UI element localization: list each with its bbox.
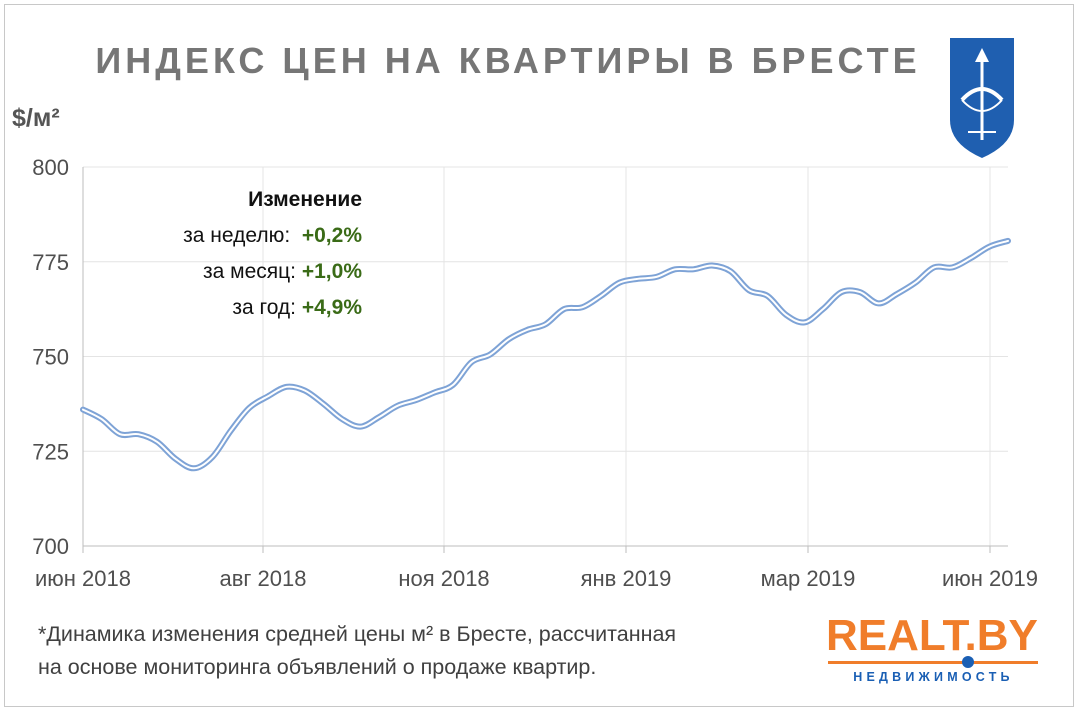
data-point xyxy=(600,294,603,297)
data-point xyxy=(304,389,307,392)
data-point xyxy=(766,294,769,297)
data-point xyxy=(415,399,418,402)
data-point xyxy=(951,266,954,269)
x-tick-label: мар 2019 xyxy=(761,566,856,591)
x-tick-label: ноя 2018 xyxy=(398,566,489,591)
chart-frame xyxy=(4,4,1074,707)
footnote-line-1: *Динамика изменения средней цены м² в Бр… xyxy=(38,622,677,646)
data-point xyxy=(618,281,621,284)
data-point xyxy=(748,289,751,292)
annotation-label: за неделю: xyxy=(183,224,291,247)
logo-subtitle: НЕДВИЖИМОСТЬ xyxy=(853,670,1014,684)
data-point xyxy=(285,385,288,388)
data-point xyxy=(988,245,991,248)
data-point xyxy=(156,440,159,443)
data-point xyxy=(803,321,806,324)
data-point xyxy=(896,293,899,296)
annotation-label: за год: xyxy=(232,296,297,319)
annotation-heading: Изменение xyxy=(248,188,362,211)
annotation-row-week: за неделю: +0,2% xyxy=(118,218,362,254)
data-point xyxy=(174,457,177,460)
data-point xyxy=(674,268,677,271)
logo-wordmark: REALT.BY xyxy=(826,611,1038,660)
change-annotation: Изменение за неделю: +0,2% за месяц: +1,… xyxy=(118,182,362,326)
brest-coat-of-arms-icon xyxy=(950,38,1014,158)
data-point xyxy=(914,281,917,284)
data-point xyxy=(785,313,788,316)
data-point xyxy=(433,391,436,394)
data-point xyxy=(267,395,270,398)
data-point xyxy=(230,429,233,432)
x-tick-label: июн 2019 xyxy=(942,566,1038,591)
data-point xyxy=(637,277,640,280)
data-point xyxy=(119,433,122,436)
logo-dot-icon xyxy=(962,656,974,668)
price-index-line-highlight xyxy=(82,239,1009,470)
data-point xyxy=(452,383,455,386)
chart-title: ИНДЕКС ЦЕН НА КВАРТИРЫ В БРЕСТЕ xyxy=(95,40,921,81)
data-point xyxy=(692,268,695,271)
data-point xyxy=(859,291,862,294)
data-point xyxy=(970,257,973,260)
annotation-row-month: за месяц: +1,0% xyxy=(118,254,362,290)
data-point xyxy=(822,308,825,311)
annotation-row-year: за год: +4,9% xyxy=(118,290,362,326)
y-tick-label: 700 xyxy=(32,534,69,559)
data-point xyxy=(563,308,566,311)
data-point xyxy=(1007,239,1010,242)
footnote-line-2: на основе мониторинга объявлений о прода… xyxy=(38,655,597,679)
data-point xyxy=(341,418,344,421)
annotation-value: +0,2% xyxy=(301,224,362,247)
data-point xyxy=(729,270,732,273)
annotation-value: +4,9% xyxy=(301,296,362,319)
y-tick-label: 750 xyxy=(32,345,69,370)
data-point xyxy=(470,361,473,364)
data-point xyxy=(248,406,251,409)
annotation-label: за месяц: xyxy=(203,260,297,283)
data-point xyxy=(526,329,529,332)
realt-logo: REALT.BY НЕДВИЖИМОСТЬ xyxy=(826,612,1041,692)
y-tick-label: 725 xyxy=(32,439,69,464)
data-point xyxy=(840,291,843,294)
data-point xyxy=(544,323,547,326)
x-tick-label: июн 2018 xyxy=(35,566,131,591)
annotation-value: +1,0% xyxy=(301,260,362,283)
data-point xyxy=(933,266,936,269)
data-point xyxy=(378,416,381,419)
data-point xyxy=(322,402,325,405)
y-tick-label: 775 xyxy=(32,250,69,275)
data-point xyxy=(581,306,584,309)
data-point xyxy=(137,433,140,436)
data-point xyxy=(359,425,362,428)
data-point xyxy=(711,264,714,267)
data-point xyxy=(100,418,103,421)
x-tick-label: авг 2018 xyxy=(219,566,306,591)
data-point xyxy=(396,404,399,407)
data-point xyxy=(193,467,196,470)
data-point xyxy=(877,302,880,305)
data-point xyxy=(489,353,492,356)
data-point xyxy=(655,275,658,278)
footnote: *Динамика изменения средней цены м² в Бр… xyxy=(38,618,808,684)
y-tick-label: 800 xyxy=(32,155,69,180)
data-point xyxy=(507,338,510,341)
logo-underline xyxy=(828,661,1038,664)
data-point xyxy=(82,408,85,411)
x-tick-label: янв 2019 xyxy=(581,566,672,591)
data-point xyxy=(211,455,214,458)
y-axis-label: $/м² xyxy=(12,104,60,132)
